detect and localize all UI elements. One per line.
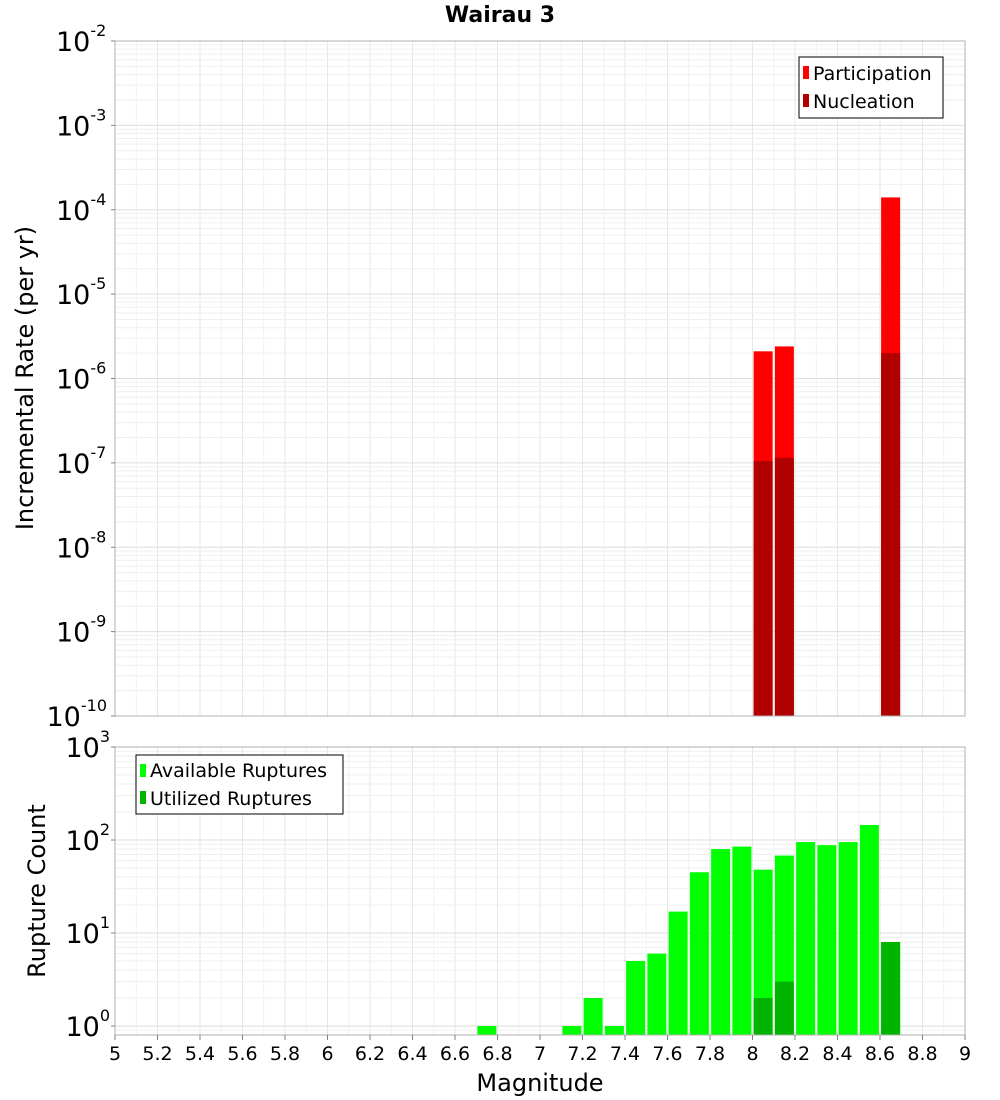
x-tick-label: 6.2: [355, 1043, 385, 1065]
top-bar-nucleation: [753, 461, 773, 716]
top-y-tick-label: 10-10: [47, 696, 108, 733]
participation-legend-swatch: [803, 66, 809, 79]
top-y-tick-label: 10-6: [56, 359, 106, 396]
bottom-bar-utilized-ruptures: [881, 942, 901, 1035]
x-tick-label: 6.8: [482, 1043, 512, 1065]
top-y-tick-label: 10-5: [56, 274, 106, 311]
top-y-axis-title: Incremental Rate (per yr): [11, 226, 39, 530]
bottom-bar-available-ruptures: [859, 824, 879, 1035]
bottom-bar-available-ruptures: [711, 849, 731, 1035]
utilized-legend-swatch: [140, 791, 146, 804]
top-y-tick-label: 10-4: [56, 190, 106, 227]
x-tick-label: 7.2: [567, 1043, 597, 1065]
x-tick-label: 7.6: [652, 1043, 682, 1065]
x-axis-title: Magnitude: [476, 1069, 603, 1097]
bottom-legend-box: [135, 754, 344, 815]
x-tick-label: 8.2: [780, 1043, 810, 1065]
top-legend: Participation Nucleation: [798, 56, 944, 119]
bottom-y-tick-label: 102: [66, 820, 111, 857]
top-bar-nucleation: [881, 353, 901, 716]
x-tick-label: 5.4: [185, 1043, 215, 1065]
x-tick-label: 6.6: [440, 1043, 470, 1065]
bottom-bar-available-ruptures: [626, 960, 646, 1035]
x-tick-label: 7: [534, 1043, 546, 1065]
nucleation-legend-swatch: [803, 94, 809, 107]
bottom-bar-utilized-ruptures: [753, 997, 773, 1035]
bottom-y-ticks: 100 101 102 103: [66, 727, 115, 1043]
x-tick-label: 6.4: [397, 1043, 427, 1065]
bottom-bar-available-ruptures: [647, 953, 667, 1035]
bottom-bar-utilized-ruptures: [774, 981, 794, 1035]
bottom-bar-available-ruptures: [477, 1025, 497, 1035]
top-bar-nucleation: [774, 457, 794, 716]
bottom-bar-available-ruptures: [668, 911, 688, 1035]
top-y-tick-label: 10-9: [56, 612, 106, 649]
bottom-bar-available-ruptures: [604, 1025, 624, 1035]
bottom-y-axis-title: Rupture Count: [23, 804, 51, 978]
x-tick-label: 8.6: [865, 1043, 895, 1065]
x-tick-label: 7.8: [695, 1043, 725, 1065]
x-tick-label: 7.4: [610, 1043, 640, 1065]
top-y-tick-label: 10-3: [56, 105, 106, 142]
x-tick-label: 9: [959, 1043, 971, 1065]
bottom-y-tick-label: 103: [66, 727, 111, 764]
top-y-tick-label: 10-8: [56, 527, 106, 564]
x-ticks: 5 5.2 5.4 5.6 5.8 6 6.2 6.4 6.6 6.8 7 7.2 7.4 7.6 7.8 8…: [109, 1035, 971, 1065]
top-bars: [753, 197, 901, 717]
bottom-bar-available-ruptures: [583, 997, 603, 1035]
bottom-bar-available-ruptures: [753, 869, 773, 1035]
bottom-y-tick-label: 100: [66, 1006, 111, 1043]
bottom-bar-available-ruptures: [796, 842, 816, 1035]
top-y-tick-label: 10-2: [56, 21, 106, 58]
x-tick-label: 5.8: [270, 1043, 300, 1065]
bottom-bar-available-ruptures: [689, 872, 709, 1035]
bottom-bar-available-ruptures: [817, 845, 837, 1035]
available-legend-swatch: [140, 764, 146, 777]
top-legend-box: [798, 56, 944, 119]
bottom-y-tick-label: 101: [66, 913, 111, 950]
x-tick-label: 8: [746, 1043, 758, 1065]
x-tick-label: 5: [109, 1043, 121, 1065]
top-gridlines: [114, 40, 966, 717]
x-tick-label: 5.6: [227, 1043, 257, 1065]
bottom-legend: Available Ruptures Utilized Ruptures: [135, 754, 344, 815]
x-tick-label: 8.4: [822, 1043, 852, 1065]
participation-legend-label: Participation: [813, 63, 932, 85]
bottom-bar-available-ruptures: [732, 846, 752, 1035]
x-tick-label: 6: [321, 1043, 333, 1065]
top-y-tick-label: 10-7: [56, 443, 106, 480]
bottom-bars: [477, 824, 901, 1035]
x-tick-label: 8.8: [907, 1043, 937, 1065]
nucleation-legend-label: Nucleation: [813, 91, 915, 113]
chart-title: Wairau 3: [445, 3, 555, 28]
top-y-ticks: 10-10 10-9 10-8 10-7 10-6 10-5 10-4 10-3 10-2: [47, 21, 115, 733]
utilized-legend-label: Utilized Ruptures: [150, 788, 312, 810]
x-tick-label: 5.2: [142, 1043, 172, 1065]
bottom-bar-available-ruptures: [838, 842, 858, 1035]
available-legend-label: Available Ruptures: [150, 760, 327, 782]
bottom-bar-available-ruptures: [562, 1025, 582, 1035]
